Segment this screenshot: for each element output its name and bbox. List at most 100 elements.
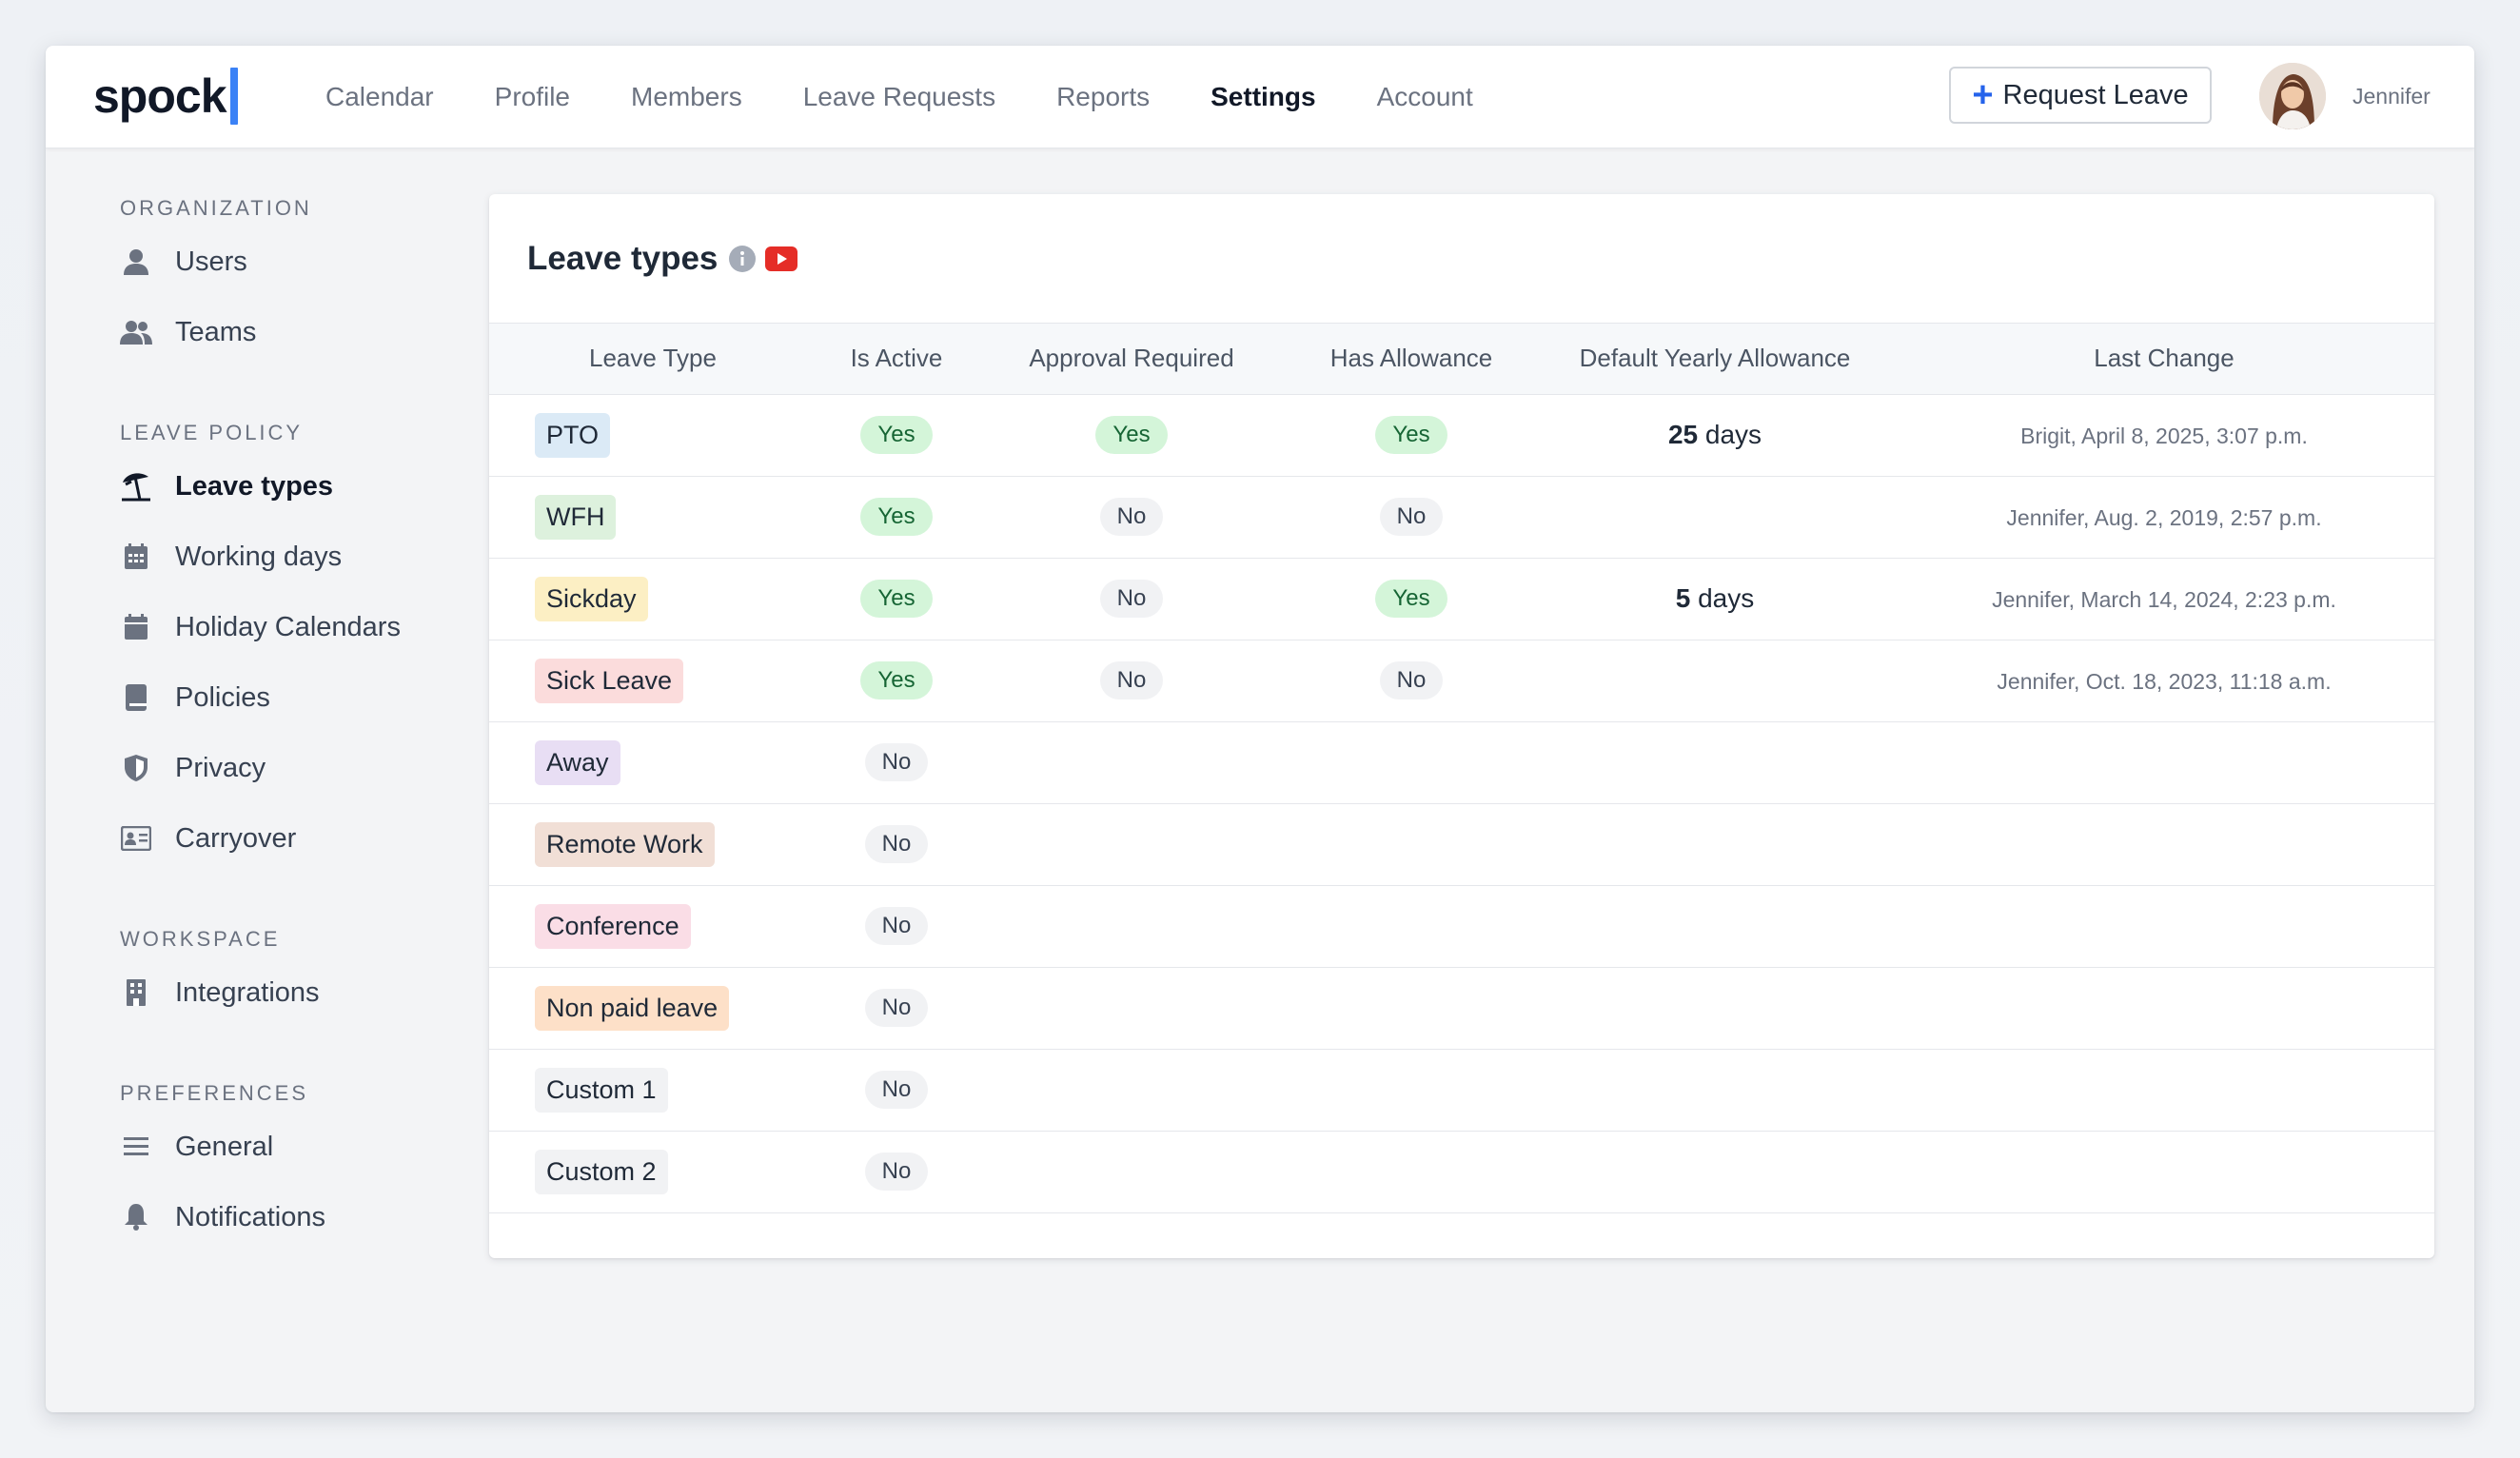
has-allowance-cell bbox=[1287, 803, 1536, 885]
leave-type-tag[interactable]: Custom 1 bbox=[535, 1067, 668, 1113]
sidebar-item-integrations[interactable]: Integrations bbox=[120, 957, 482, 1028]
table-row[interactable]: WFH Yes No No Jennifer, Aug. 2, 2019, 2:… bbox=[489, 476, 2434, 558]
table-body: PTO Yes Yes Yes 25 days Brigit, April 8,… bbox=[489, 394, 2434, 1212]
calendar-grid-icon bbox=[120, 541, 152, 573]
has-allowance-cell: Yes bbox=[1287, 558, 1536, 640]
leave-type-cell: WFH bbox=[489, 476, 817, 558]
calendar-icon bbox=[120, 611, 152, 643]
leave-type-tag[interactable]: Conference bbox=[535, 903, 691, 949]
table-row[interactable]: Custom 2 No bbox=[489, 1131, 2434, 1212]
approval-required-cell bbox=[976, 1131, 1287, 1212]
column-header-is-active[interactable]: Is Active bbox=[850, 344, 943, 373]
nav-settings[interactable]: Settings bbox=[1211, 82, 1316, 111]
nav-account[interactable]: Account bbox=[1376, 82, 1473, 111]
has-allowance-cell bbox=[1287, 885, 1536, 967]
card-header: Leave types bbox=[489, 194, 2434, 324]
nav-profile[interactable]: Profile bbox=[494, 82, 571, 111]
settings-sidebar: Organization Users Teams Leave Policy Le… bbox=[120, 148, 482, 1252]
leave-type-tag[interactable]: Away bbox=[535, 739, 620, 785]
yearly-allowance-cell bbox=[1536, 803, 1894, 885]
sidebar-item-working-days[interactable]: Working days bbox=[120, 522, 482, 592]
leave-type-tag[interactable]: PTO bbox=[535, 412, 611, 458]
logo-caret bbox=[229, 68, 238, 125]
shield-icon bbox=[120, 752, 152, 784]
sidebar-item-label: Holiday Calendars bbox=[175, 611, 401, 642]
approval-required-cell bbox=[976, 885, 1287, 967]
avatar-portrait-icon bbox=[2259, 63, 2326, 129]
is-active-cell: No bbox=[817, 1131, 976, 1212]
sidebar-item-label: Carryover bbox=[175, 822, 297, 854]
leave-type-tag[interactable]: Sickday bbox=[535, 576, 648, 621]
table-header: Leave Type Is Active Approval Required H… bbox=[489, 324, 2434, 394]
yearly-allowance-cell bbox=[1536, 476, 1894, 558]
logo[interactable]: spock bbox=[93, 63, 238, 129]
sidebar-item-label: Leave types bbox=[175, 470, 334, 502]
sidebar-item-users[interactable]: Users bbox=[120, 227, 482, 297]
last-change-cell: Brigit, April 8, 2025, 3:07 p.m. bbox=[1894, 394, 2434, 476]
has-allowance-badge: No bbox=[1379, 661, 1444, 699]
table-row[interactable]: Sickday Yes No Yes 5 days Jennifer, Marc… bbox=[489, 558, 2434, 640]
last-change-cell bbox=[1894, 967, 2434, 1049]
sidebar-item-privacy[interactable]: Privacy bbox=[120, 733, 482, 803]
youtube-icon[interactable] bbox=[765, 246, 798, 271]
column-header-approval-required[interactable]: Approval Required bbox=[1029, 344, 1234, 373]
nav-reports[interactable]: Reports bbox=[1056, 82, 1151, 111]
column-header-default-yearly-allowance[interactable]: Default Yearly Allowance bbox=[1579, 344, 1851, 373]
nav-members[interactable]: Members bbox=[631, 82, 742, 111]
yearly-allowance-cell bbox=[1536, 1049, 1894, 1131]
table-row[interactable]: Non paid leave No bbox=[489, 967, 2434, 1049]
sidebar-item-holiday-calendars[interactable]: Holiday Calendars bbox=[120, 592, 482, 662]
leave-type-cell: Away bbox=[489, 721, 817, 803]
last-change-cell bbox=[1894, 1049, 2434, 1131]
column-header-last-change[interactable]: Last Change bbox=[2094, 344, 2235, 373]
yearly-allowance-value: 5 days bbox=[1676, 583, 1755, 613]
sidebar-item-leave-types[interactable]: Leave types bbox=[120, 451, 482, 522]
leave-types-table: Leave Type Is Active Approval Required H… bbox=[489, 324, 2434, 1213]
sidebar-item-notifications[interactable]: Notifications bbox=[120, 1182, 482, 1252]
approval-required-cell bbox=[976, 1049, 1287, 1131]
approval-required-cell: No bbox=[976, 476, 1287, 558]
is-active-badge: No bbox=[864, 989, 929, 1027]
sidebar-item-carryover[interactable]: Carryover bbox=[120, 803, 482, 874]
approval-required-cell bbox=[976, 803, 1287, 885]
info-icon[interactable] bbox=[729, 245, 757, 272]
table-row[interactable]: Away No bbox=[489, 721, 2434, 803]
is-active-badge: Yes bbox=[860, 580, 933, 618]
leave-type-tag[interactable]: Sick Leave bbox=[535, 658, 684, 703]
table-row[interactable]: Conference No bbox=[489, 885, 2434, 967]
section-label-organization: Organization bbox=[120, 196, 312, 220]
has-allowance-cell bbox=[1287, 1049, 1536, 1131]
avatar[interactable] bbox=[2259, 63, 2326, 129]
user-name[interactable]: Jennifer bbox=[2353, 84, 2431, 108]
has-allowance-cell bbox=[1287, 1131, 1536, 1212]
sidebar-item-label: Teams bbox=[175, 316, 257, 347]
is-active-badge: No bbox=[864, 1153, 929, 1191]
table-row[interactable]: PTO Yes Yes Yes 25 days Brigit, April 8,… bbox=[489, 394, 2434, 476]
last-change-text: Jennifer, March 14, 2024, 2:23 p.m. bbox=[1992, 586, 2336, 612]
table-row[interactable]: Custom 1 No bbox=[489, 1049, 2434, 1131]
column-header-leave-type[interactable]: Leave Type bbox=[589, 344, 717, 373]
leave-type-cell: Sickday bbox=[489, 558, 817, 640]
last-change-text: Jennifer, Aug. 2, 2019, 2:57 p.m. bbox=[2006, 504, 2322, 530]
main-nav: Calendar Profile Members Leave Requests … bbox=[325, 46, 1534, 148]
leave-type-tag[interactable]: Custom 2 bbox=[535, 1149, 668, 1194]
nav-calendar[interactable]: Calendar bbox=[325, 82, 434, 111]
column-header-has-allowance[interactable]: Has Allowance bbox=[1329, 344, 1493, 373]
nav-leave-requests[interactable]: Leave Requests bbox=[802, 82, 996, 111]
table-row[interactable]: Remote Work No bbox=[489, 803, 2434, 885]
sidebar-item-label: Notifications bbox=[175, 1201, 325, 1232]
leave-type-cell: Non paid leave bbox=[489, 967, 817, 1049]
is-active-badge: No bbox=[864, 907, 929, 945]
table-row[interactable]: Sick Leave Yes No No Jennifer, Oct. 18, … bbox=[489, 640, 2434, 721]
is-active-cell: No bbox=[817, 1049, 976, 1131]
leave-type-tag[interactable]: WFH bbox=[535, 494, 617, 540]
request-leave-button[interactable]: + Request Leave bbox=[1949, 67, 2212, 124]
leave-type-tag[interactable]: Remote Work bbox=[535, 821, 715, 867]
sidebar-item-policies[interactable]: Policies bbox=[120, 662, 482, 733]
book-icon bbox=[120, 681, 152, 714]
sidebar-item-general[interactable]: General bbox=[120, 1112, 482, 1182]
leave-type-tag[interactable]: Non paid leave bbox=[535, 985, 730, 1031]
sidebar-item-teams[interactable]: Teams bbox=[120, 297, 482, 367]
approval-required-cell bbox=[976, 967, 1287, 1049]
is-active-cell: Yes bbox=[817, 558, 976, 640]
